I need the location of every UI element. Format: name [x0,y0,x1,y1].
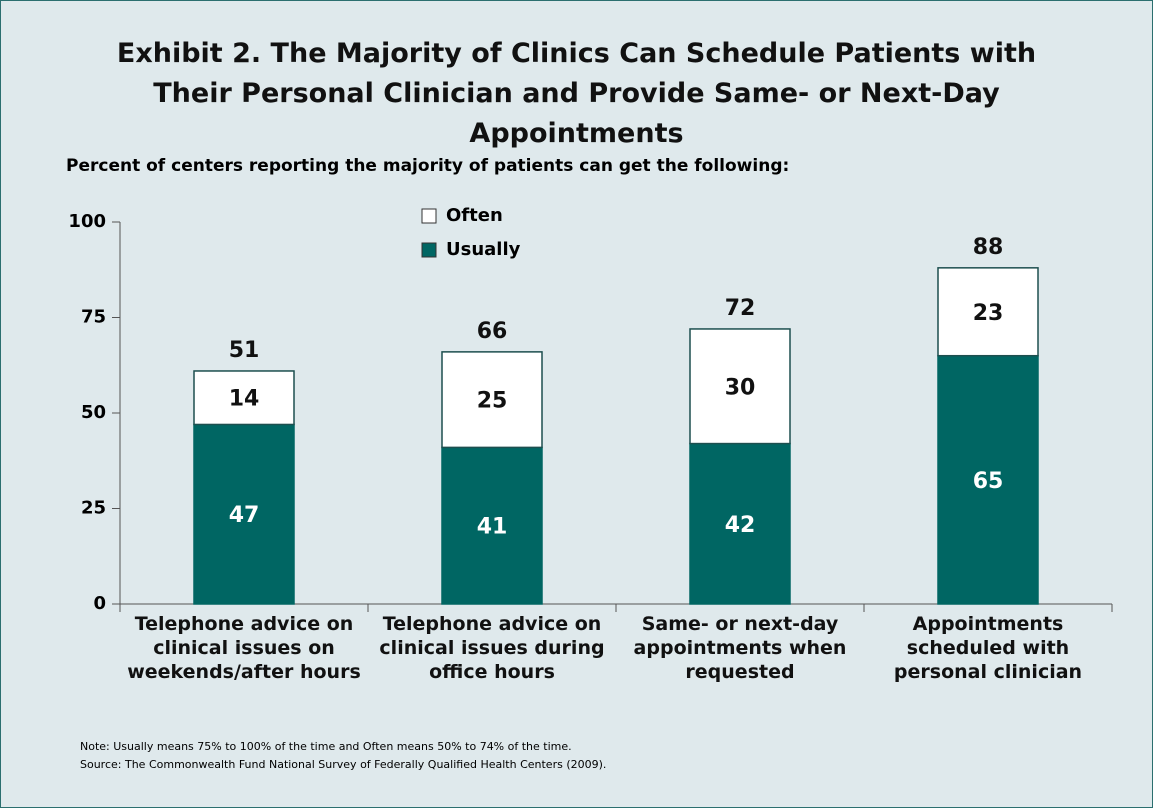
value-label: 42 [725,513,756,538]
bar-segment [937,354,1039,605]
total-label: 72 [725,296,756,321]
total-label: 66 [477,319,508,344]
y-tick-label: 25 [81,498,106,519]
value-label: 14 [229,387,260,412]
value-label: 47 [229,503,260,528]
legend-label: Often [446,205,503,226]
y-tick-label: 50 [81,402,106,423]
x-tick-label: Telephone advice on clinical issues duri… [379,613,605,683]
note: Note: Usually means 75% to 100% of the t… [80,740,572,753]
x-tick-label: Same- or next-day appointments when requ… [633,613,847,683]
legend-swatch [421,208,437,224]
x-tick-label: Telephone advice on clinical issues on w… [127,613,361,683]
bar-segment [441,351,543,449]
total-label: 51 [229,338,260,363]
bar-segment [193,370,295,426]
bar-segment [937,267,1039,357]
value-label: 41 [477,515,508,540]
legend-label: Usually [446,239,521,260]
note: Source: The Commonwealth Fund National S… [80,758,606,771]
value-label: 23 [973,301,1004,326]
y-tick-label: 75 [81,307,106,328]
chart-title: Exhibit 2. The Majority of Clinics Can S… [116,38,1037,149]
legend-swatch [421,242,437,258]
bar-segment [689,442,791,605]
subtitle: Percent of centers reporting the majorit… [66,156,789,176]
bar-segment [689,328,791,445]
value-label: 65 [973,469,1004,494]
bar-segment [441,446,543,605]
bar-segment [193,423,295,605]
y-tick-label: 100 [68,211,106,232]
total-label: 88 [973,235,1004,260]
value-label: 25 [477,389,508,414]
value-label: 30 [725,375,756,400]
y-tick-label: 0 [93,593,106,614]
x-tick-label: Appointments scheduled with personal cli… [893,613,1083,683]
